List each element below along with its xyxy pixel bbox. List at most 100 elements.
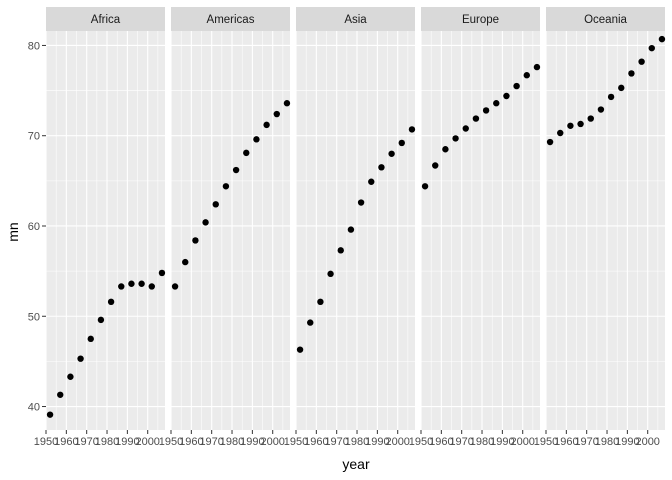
x-tick-label: 1970 xyxy=(324,436,348,448)
x-tick-label: 1990 xyxy=(115,436,139,448)
x-tick-label: 1960 xyxy=(54,436,78,448)
x-tick-label: 1980 xyxy=(345,436,369,448)
data-point xyxy=(628,70,635,77)
data-point xyxy=(638,58,645,65)
data-point xyxy=(513,82,520,90)
x-tick-label: 1960 xyxy=(429,436,453,448)
data-point xyxy=(67,373,74,380)
data-point xyxy=(533,63,541,71)
data-point xyxy=(472,115,480,122)
data-point xyxy=(368,178,375,185)
data-point xyxy=(432,162,439,169)
x-tick-label: 1990 xyxy=(490,436,514,448)
data-point xyxy=(347,226,355,233)
data-point xyxy=(648,44,655,52)
data-point xyxy=(57,391,64,398)
facet-strip-label: Europe xyxy=(462,14,499,26)
data-point xyxy=(107,298,115,306)
x-tick-label: 1960 xyxy=(179,436,203,448)
x-tick-label: 1950 xyxy=(534,436,558,448)
facet-strip xyxy=(296,7,415,31)
x-tick-label: 2000 xyxy=(260,436,284,448)
data-point xyxy=(567,122,574,129)
data-point xyxy=(212,201,219,208)
facet-strip-label: Africa xyxy=(91,14,121,26)
data-point xyxy=(462,125,469,132)
y-tick-label: 50 xyxy=(28,311,40,323)
data-point xyxy=(118,283,125,290)
facet-strip-label: Asia xyxy=(344,14,367,26)
data-point xyxy=(493,100,500,107)
y-axis-title: mn xyxy=(5,222,21,241)
x-tick-label: 1970 xyxy=(199,436,223,448)
data-point xyxy=(158,269,166,277)
facet-strip xyxy=(421,7,540,31)
x-tick-label: 1950 xyxy=(159,436,183,448)
data-point xyxy=(482,107,490,114)
data-point xyxy=(138,280,145,287)
x-tick-label: 1980 xyxy=(595,436,619,448)
data-point xyxy=(77,355,84,362)
data-point xyxy=(307,319,314,326)
facet-strip xyxy=(171,7,290,31)
data-point xyxy=(296,346,304,353)
data-point xyxy=(597,106,605,113)
data-point xyxy=(202,219,209,226)
data-point xyxy=(148,283,155,290)
data-point xyxy=(546,138,554,146)
data-point xyxy=(388,150,395,157)
x-tick-label: 2000 xyxy=(510,436,534,448)
x-tick-label: 1980 xyxy=(470,436,494,448)
data-point xyxy=(171,283,179,290)
data-point xyxy=(253,136,260,143)
x-tick-label: 1980 xyxy=(220,436,244,448)
x-tick-label: 1990 xyxy=(240,436,264,448)
data-point xyxy=(421,183,429,190)
x-tick-label: 1960 xyxy=(304,436,328,448)
data-point xyxy=(232,166,240,174)
x-tick-label: 1990 xyxy=(615,436,639,448)
data-point xyxy=(182,258,189,266)
data-point xyxy=(317,298,324,306)
data-point xyxy=(618,84,625,92)
data-point xyxy=(192,237,199,244)
data-point xyxy=(273,110,280,118)
x-tick-label: 1970 xyxy=(574,436,598,448)
data-point xyxy=(503,92,510,100)
x-tick-label: 1950 xyxy=(409,436,433,448)
facet-strip xyxy=(46,7,165,31)
data-point xyxy=(658,35,666,43)
data-point xyxy=(243,149,250,157)
data-point xyxy=(128,280,135,287)
y-tick-label: 70 xyxy=(28,131,40,143)
x-tick-label: 2000 xyxy=(135,436,159,448)
x-axis-title: year xyxy=(342,456,370,472)
y-tick-label: 40 xyxy=(28,402,40,414)
facet-strip-label: Oceania xyxy=(584,14,627,26)
x-tick-label: 2000 xyxy=(635,436,659,448)
data-point xyxy=(587,115,594,122)
y-tick-label: 80 xyxy=(28,40,40,52)
data-point xyxy=(97,316,105,324)
data-point xyxy=(327,270,334,278)
x-tick-label: 1950 xyxy=(284,436,308,448)
facet-strip-label: Americas xyxy=(207,14,255,26)
facet-panels: Africa195019601970198019902000Americas19… xyxy=(34,7,666,448)
data-point xyxy=(523,72,530,79)
data-point xyxy=(337,247,344,254)
data-point xyxy=(263,121,270,129)
x-tick-label: 1970 xyxy=(74,436,98,448)
data-point xyxy=(452,135,459,142)
x-tick-label: 2000 xyxy=(385,436,409,448)
x-tick-label: 1990 xyxy=(365,436,389,448)
data-point xyxy=(222,183,230,190)
data-point xyxy=(398,139,405,147)
data-point xyxy=(87,335,94,343)
data-point xyxy=(378,164,385,171)
